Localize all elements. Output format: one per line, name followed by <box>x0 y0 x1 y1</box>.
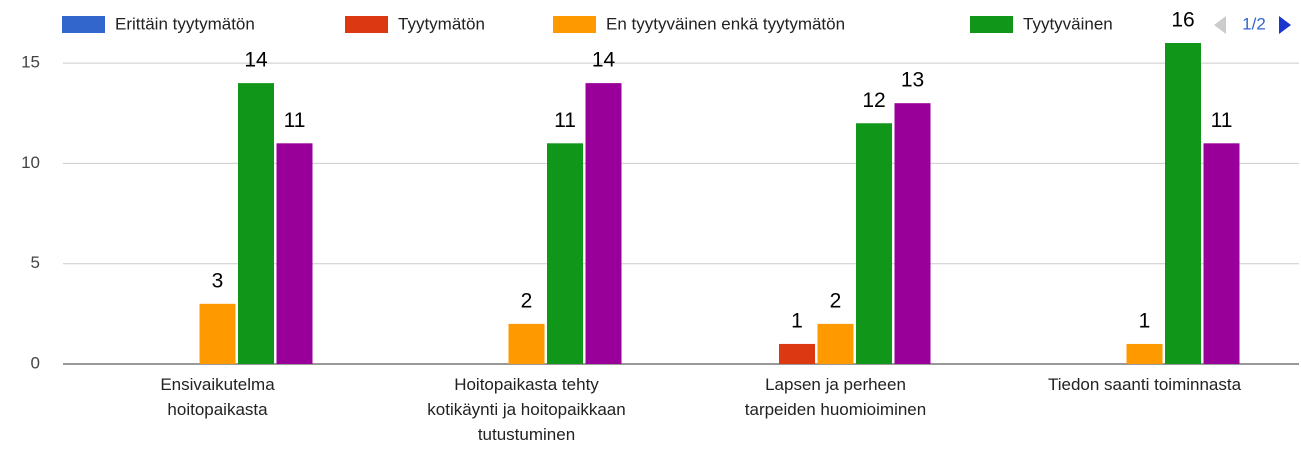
y-tick-label: 15 <box>21 53 40 72</box>
bar <box>817 323 854 364</box>
data-label: 2 <box>521 289 533 312</box>
y-tick-label: 5 <box>31 253 40 272</box>
bar <box>1126 343 1163 364</box>
data-label: 13 <box>901 69 924 92</box>
x-tick-label: Ensivaikutelma hoitopaikasta <box>160 375 275 419</box>
data-label: 11 <box>1211 109 1233 132</box>
data-label: 11 <box>554 109 576 132</box>
data-label: 12 <box>862 89 885 112</box>
data-label: 1 <box>791 309 803 332</box>
bar <box>238 83 274 364</box>
x-tick-label: Tiedon saanti toiminnasta <box>1047 375 1242 394</box>
legend-swatch <box>345 16 388 33</box>
bar <box>199 303 236 364</box>
bar <box>1203 143 1240 364</box>
x-tick-label: Lapsen ja perheen tarpeiden huomioiminen <box>744 375 927 419</box>
data-label: 16 <box>1171 9 1194 32</box>
legend-label: Tyytymätön <box>398 14 485 33</box>
bar <box>1165 43 1201 364</box>
legend-next[interactable] <box>1279 16 1291 34</box>
data-label: 14 <box>244 49 268 72</box>
data-label: 14 <box>592 49 616 72</box>
bar <box>894 103 931 364</box>
y-tick-label: 0 <box>31 353 40 372</box>
bar <box>508 323 545 364</box>
bar <box>779 343 815 364</box>
legend-label: Erittäin tyytymätön <box>115 14 255 33</box>
legend-swatch <box>553 16 596 33</box>
legend-swatch <box>62 16 105 33</box>
x-tick-label: Hoitopaikasta tehty kotikäynti ja hoitop… <box>427 375 626 444</box>
legend-swatch <box>970 16 1013 33</box>
bar <box>585 83 622 364</box>
data-label: 2 <box>830 289 842 312</box>
legend-label: En tyytyväinen enkä tyytymätön <box>606 14 845 33</box>
bar <box>276 143 313 364</box>
bar <box>547 143 583 364</box>
legend-prev[interactable] <box>1214 16 1226 34</box>
data-label: 11 <box>284 109 306 132</box>
y-tick-label: 10 <box>21 153 40 172</box>
bar <box>856 123 892 364</box>
legend-page: 1/2 <box>1242 14 1266 33</box>
data-label: 3 <box>212 269 224 292</box>
data-label: 1 <box>1139 309 1151 332</box>
legend-label: Tyytyväinen <box>1023 14 1113 33</box>
